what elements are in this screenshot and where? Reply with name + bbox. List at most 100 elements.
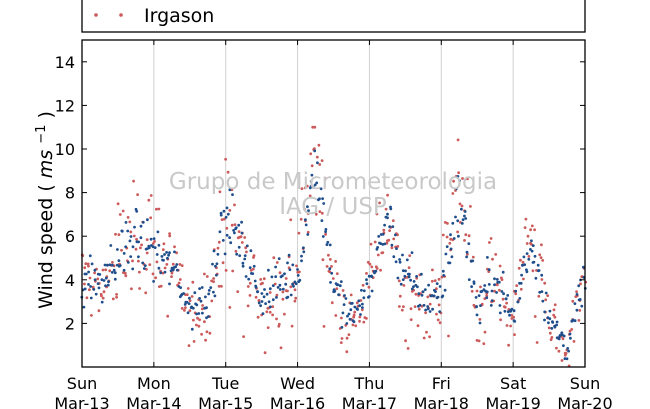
data-point-series-2: [162, 258, 165, 262]
data-point-irgason: [524, 217, 528, 221]
data-point-series-2: [506, 294, 510, 297]
data-point-irgason: [464, 233, 468, 237]
data-point-irgason: [543, 281, 547, 285]
data-point-irgason: [205, 275, 209, 278]
data-point-irgason: [525, 242, 529, 245]
data-point-series-2: [362, 296, 366, 300]
data-point-irgason: [265, 310, 269, 314]
data-point-series-2: [229, 241, 233, 245]
data-point-irgason: [310, 164, 314, 168]
data-point-irgason: [275, 293, 279, 297]
data-point-series-2: [274, 275, 278, 278]
data-point-irgason: [165, 263, 169, 266]
data-point-irgason: [341, 289, 345, 292]
data-point-series-2: [532, 260, 536, 264]
data-point-irgason: [426, 295, 430, 299]
data-point-irgason: [161, 248, 165, 252]
data-point-irgason: [116, 202, 120, 206]
data-point-series-2: [356, 308, 359, 311]
data-point-series-2: [547, 321, 550, 325]
data-point-irgason: [313, 147, 316, 151]
data-point-series-2: [320, 219, 324, 223]
data-point-series-2: [237, 245, 241, 249]
data-point-irgason: [347, 333, 351, 336]
data-point-series-2: [441, 269, 445, 273]
data-point-irgason: [231, 269, 235, 273]
data-point-irgason: [376, 253, 380, 257]
data-point-series-2: [167, 253, 171, 257]
data-point-series-2: [225, 206, 229, 210]
data-point-irgason: [553, 303, 557, 307]
data-point-series-2: [510, 307, 514, 311]
data-point-irgason: [488, 241, 491, 244]
data-point-irgason: [505, 301, 508, 305]
data-point-irgason: [246, 285, 250, 288]
data-point-series-2: [470, 285, 473, 288]
data-point-irgason: [114, 232, 117, 236]
data-point-series-2: [405, 258, 409, 262]
data-point-series-2: [108, 263, 112, 267]
data-point-irgason: [324, 232, 327, 236]
data-point-series-2: [288, 268, 292, 271]
data-point-series-2: [187, 302, 191, 305]
data-point-irgason: [135, 237, 138, 241]
data-point-irgason: [104, 268, 108, 272]
data-point-irgason: [529, 228, 532, 232]
data-point-series-2: [84, 272, 88, 276]
data-point-irgason: [279, 346, 283, 350]
data-point-series-2: [124, 245, 128, 249]
data-point-series-2: [223, 252, 227, 256]
data-point-irgason: [498, 288, 501, 292]
data-point-series-2: [124, 221, 128, 224]
data-point-series-2: [391, 225, 395, 229]
data-point-series-2: [577, 284, 581, 288]
data-point-irgason: [553, 315, 557, 319]
data-point-series-2: [211, 262, 214, 266]
data-point-series-2: [324, 228, 328, 231]
data-point-irgason: [218, 190, 222, 194]
data-point-irgason: [256, 315, 260, 319]
data-point-series-2: [514, 289, 518, 293]
data-point-irgason: [268, 310, 272, 314]
data-point-series-2: [573, 302, 577, 305]
data-point-series-2: [116, 248, 119, 251]
data-point-irgason: [384, 207, 388, 211]
data-point-series-2: [540, 290, 544, 293]
data-point-series-2: [498, 311, 502, 315]
data-point-series-2: [538, 290, 542, 294]
data-point-irgason: [201, 304, 205, 307]
data-point-irgason: [572, 340, 576, 343]
data-point-irgason: [226, 170, 230, 174]
data-point-series-2: [550, 327, 554, 330]
data-point-irgason: [168, 232, 172, 236]
y-axis-label-text: Wind speed: [35, 198, 57, 309]
data-point-irgason: [568, 329, 572, 333]
data-point-irgason: [212, 280, 216, 283]
data-point-irgason: [83, 266, 87, 270]
data-point-series-2: [268, 287, 272, 291]
data-point-irgason: [84, 262, 88, 266]
data-point-series-2: [291, 263, 295, 267]
data-point-irgason: [548, 331, 552, 335]
data-point-irgason: [290, 324, 294, 328]
data-point-irgason: [228, 209, 232, 212]
data-point-series-2: [235, 252, 239, 256]
data-point-irgason: [467, 234, 471, 238]
data-point-series-2: [212, 249, 216, 253]
data-point-series-2: [226, 212, 230, 216]
data-point-series-2: [540, 273, 544, 277]
data-point-series-2: [128, 239, 132, 243]
data-point-irgason: [533, 315, 537, 318]
watermark-line-1: Grupo de Micrometeorologia: [169, 169, 497, 195]
data-point-series-2: [477, 294, 481, 297]
data-point-irgason: [390, 246, 394, 250]
data-point-series-2: [173, 250, 176, 254]
data-point-irgason: [522, 277, 525, 281]
data-point-series-2: [88, 254, 92, 258]
data-point-irgason: [373, 240, 377, 244]
data-point-series-2: [483, 284, 487, 287]
data-point-series-2: [313, 149, 317, 153]
data-point-series-2: [360, 288, 363, 292]
data-point-series-2: [182, 292, 186, 295]
